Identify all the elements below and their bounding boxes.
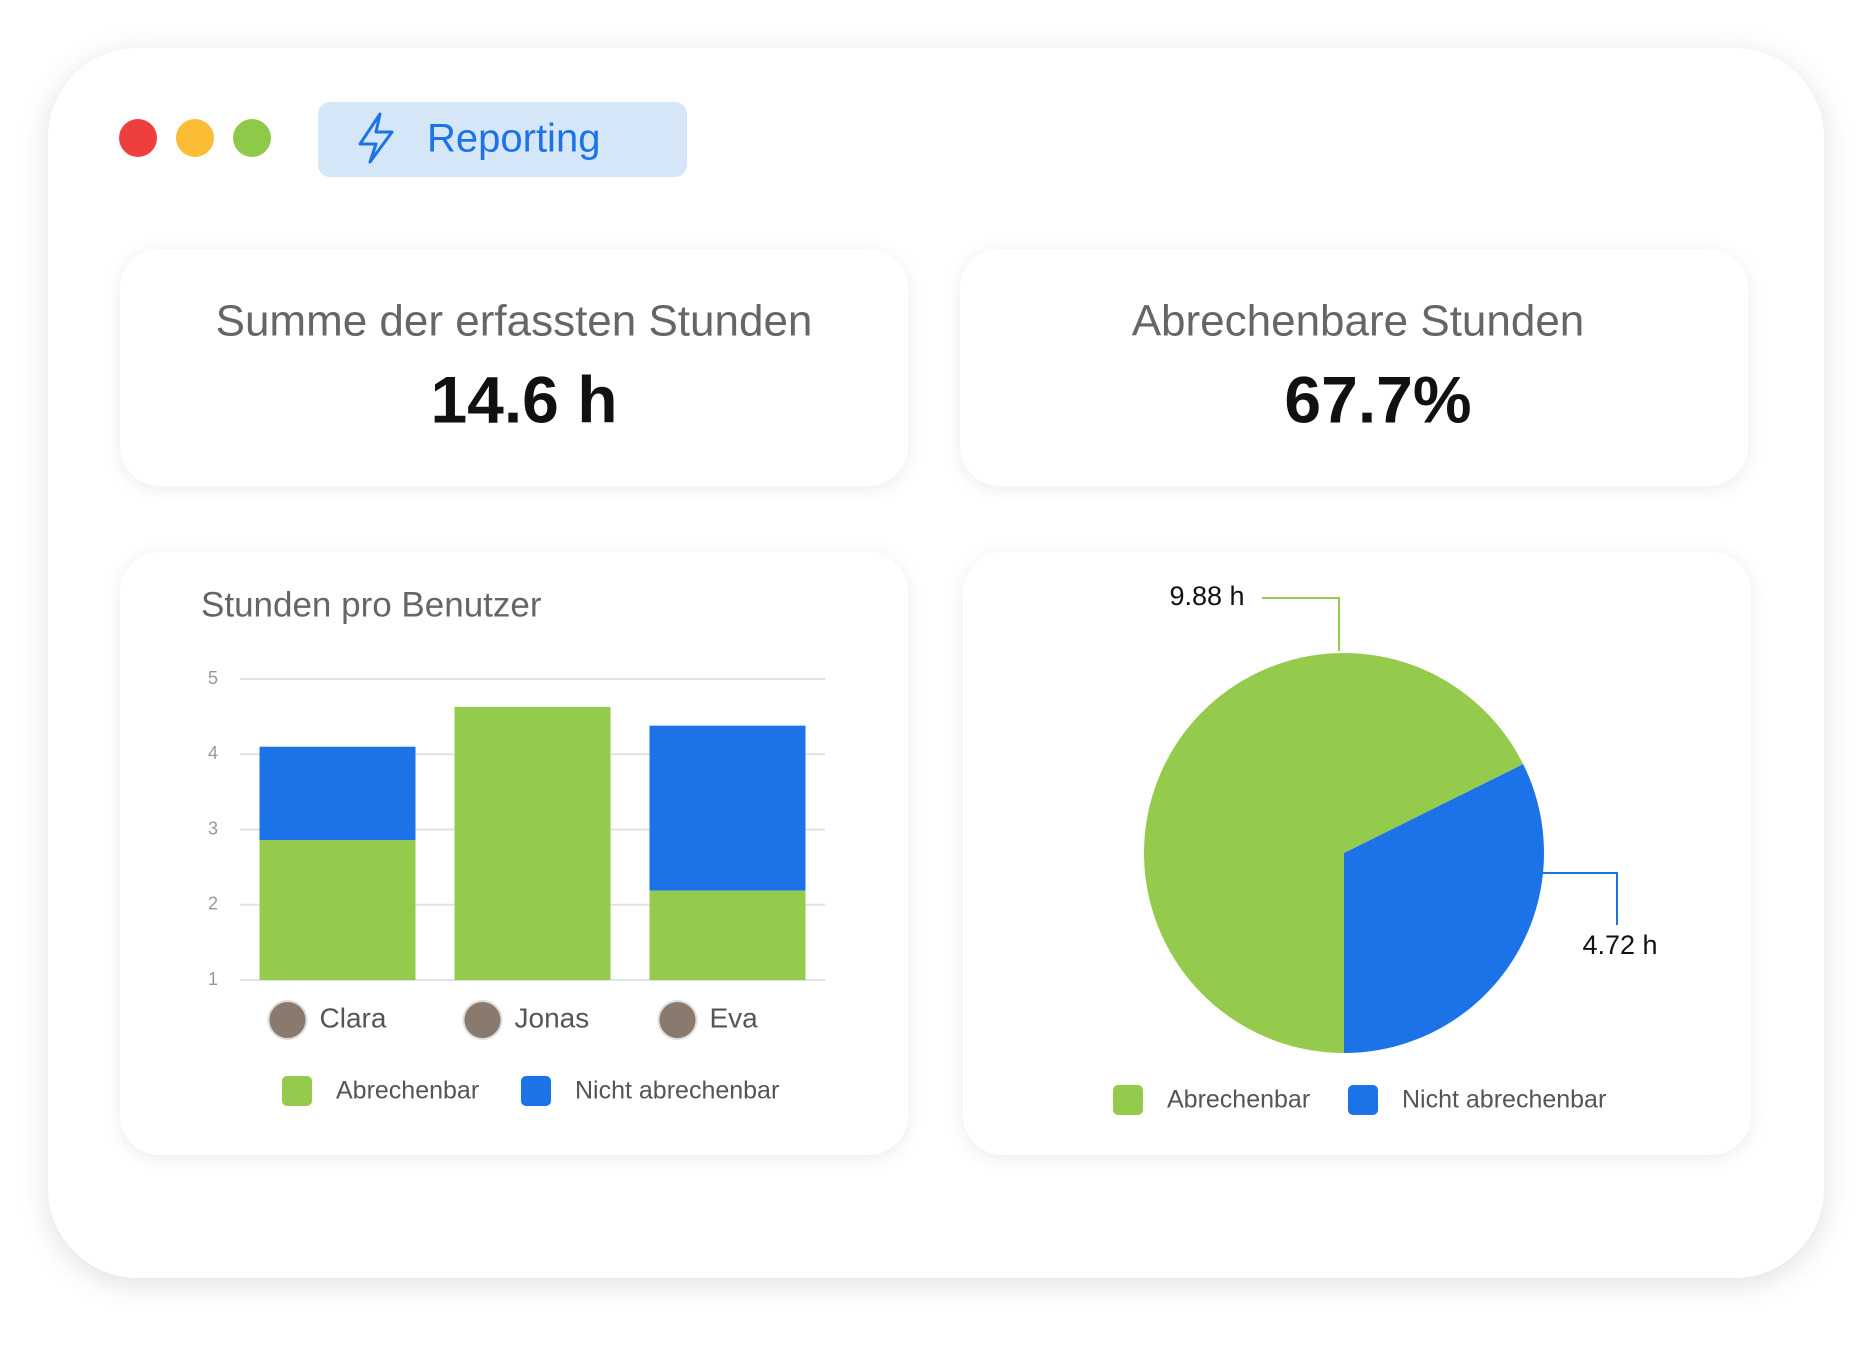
kpi-value: 67.7% [1284,362,1471,436]
legend-swatch [521,1076,551,1106]
bolt-icon [358,112,394,164]
legend-label: Abrechenbar [336,1077,479,1105]
kpi-card [120,249,908,486]
x-tick-label: Eva [710,1002,759,1033]
avatar [267,1000,308,1040]
data-label: 4.72 h [1582,930,1657,960]
bar-segment [649,890,806,980]
y-tick-label: 4 [208,743,218,763]
x-tick-label: Jonas [515,1002,590,1033]
callout-line [1540,872,1618,925]
pie-chart: 9.88 h 4.72 h Abrechenbar Nicht abrechenbar [1113,581,1658,1115]
callout-line [1262,597,1340,651]
y-tick-label: 3 [208,818,218,838]
bar-segment [259,746,416,841]
bar-segment [259,840,416,980]
x-tick-label: Clara [320,1002,387,1033]
y-tick-label: 2 [208,894,218,914]
window-dot[interactable] [119,119,157,157]
legend-label: Nicht abrechenbar [575,1077,779,1105]
avatar [657,1000,698,1040]
legend-label: Abrechenbar [1167,1086,1310,1114]
y-tick-label: 5 [208,668,218,688]
y-tick-label: 1 [208,969,218,989]
bar-segment [649,725,806,891]
tab-bg [318,102,687,177]
data-label: 9.88 h [1169,581,1244,611]
kpi-card [960,249,1748,486]
reporting-tab[interactable]: Reporting [318,102,687,177]
window-dot[interactable] [233,119,271,157]
tab-label: Reporting [427,117,600,161]
kpi-title: Summe der erfassten Stunden [216,297,813,346]
legend-swatch [282,1076,312,1106]
chart-title: Stunden pro Benutzer [201,585,542,624]
pie-slice [1344,764,1544,1053]
pie-slice [1143,653,1524,1053]
legend-label: Nicht abrechenbar [1402,1086,1606,1114]
avatar [462,1000,503,1040]
bar-segment [454,706,611,980]
kpi-title: Abrechenbare Stunden [1132,297,1585,346]
bar-chart: 1 2 3 4 5 Clara Jonas Eva Abrechenbar Nicht abrec… [208,668,825,1106]
kpi-value: 14.6 h [430,362,617,436]
legend-swatch [1348,1085,1378,1115]
legend-swatch [1113,1085,1143,1115]
window-dot[interactable] [176,119,214,157]
